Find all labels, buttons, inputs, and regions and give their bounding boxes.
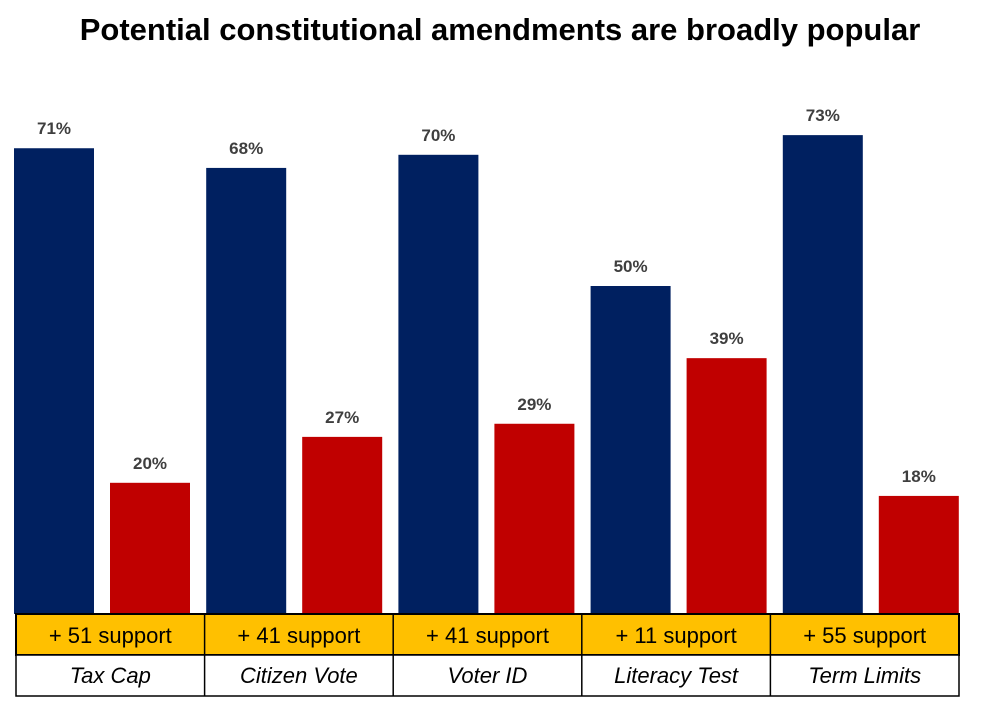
value-label-oppose-citizen-vote: 27% xyxy=(325,408,359,427)
net-support-literacy-test: + 11 support xyxy=(615,623,736,648)
value-label-oppose-voter-id: 29% xyxy=(517,395,551,414)
bars-group xyxy=(14,135,959,615)
value-label-oppose-tax-cap: 20% xyxy=(133,454,167,473)
value-label-support-tax-cap: 71% xyxy=(37,119,71,138)
value-label-oppose-term-limits: 18% xyxy=(902,467,936,486)
category-label-citizen-vote: Citizen Vote xyxy=(240,663,358,688)
bar-support-literacy-test xyxy=(590,286,671,614)
category-row xyxy=(15,654,960,697)
net-support-citizen-vote: + 41 support xyxy=(237,623,360,648)
net-support-term-limits: + 55 support xyxy=(803,623,926,648)
bar-support-voter-id xyxy=(398,154,479,615)
bar-support-citizen-vote xyxy=(206,167,287,615)
value-label-oppose-literacy-test: 39% xyxy=(710,329,744,348)
net-support-tax-cap: + 51 support xyxy=(49,623,172,648)
bar-oppose-term-limits xyxy=(878,495,959,614)
bar-support-term-limits xyxy=(782,135,863,614)
net-support-voter-id: + 41 support xyxy=(426,623,549,648)
bar-oppose-voter-id xyxy=(494,423,575,614)
category-label-term-limits: Term Limits xyxy=(808,663,921,688)
value-label-support-citizen-vote: 68% xyxy=(229,139,263,158)
value-label-support-voter-id: 70% xyxy=(421,126,455,145)
net-support-row xyxy=(15,613,960,656)
bar-oppose-tax-cap xyxy=(110,482,190,614)
value-label-support-term-limits: 73% xyxy=(806,106,840,125)
bar-support-tax-cap xyxy=(14,148,94,615)
category-label-tax-cap: Tax Cap xyxy=(70,663,151,688)
chart-title: Potential constitutional amendments are … xyxy=(79,12,921,47)
category-table: + 51 support Tax Cap + 41 support Citizen V… xyxy=(15,613,960,697)
bar-oppose-citizen-vote xyxy=(302,436,383,614)
bar-oppose-literacy-test xyxy=(686,358,767,614)
category-label-voter-id: Voter ID xyxy=(448,663,528,688)
value-label-support-literacy-test: 50% xyxy=(614,257,648,276)
category-label-literacy-test: Literacy Test xyxy=(614,663,739,688)
value-labels-group: 71% 20% 68% 27% 70% 29% 50% 39% 73% 18% xyxy=(37,106,936,486)
